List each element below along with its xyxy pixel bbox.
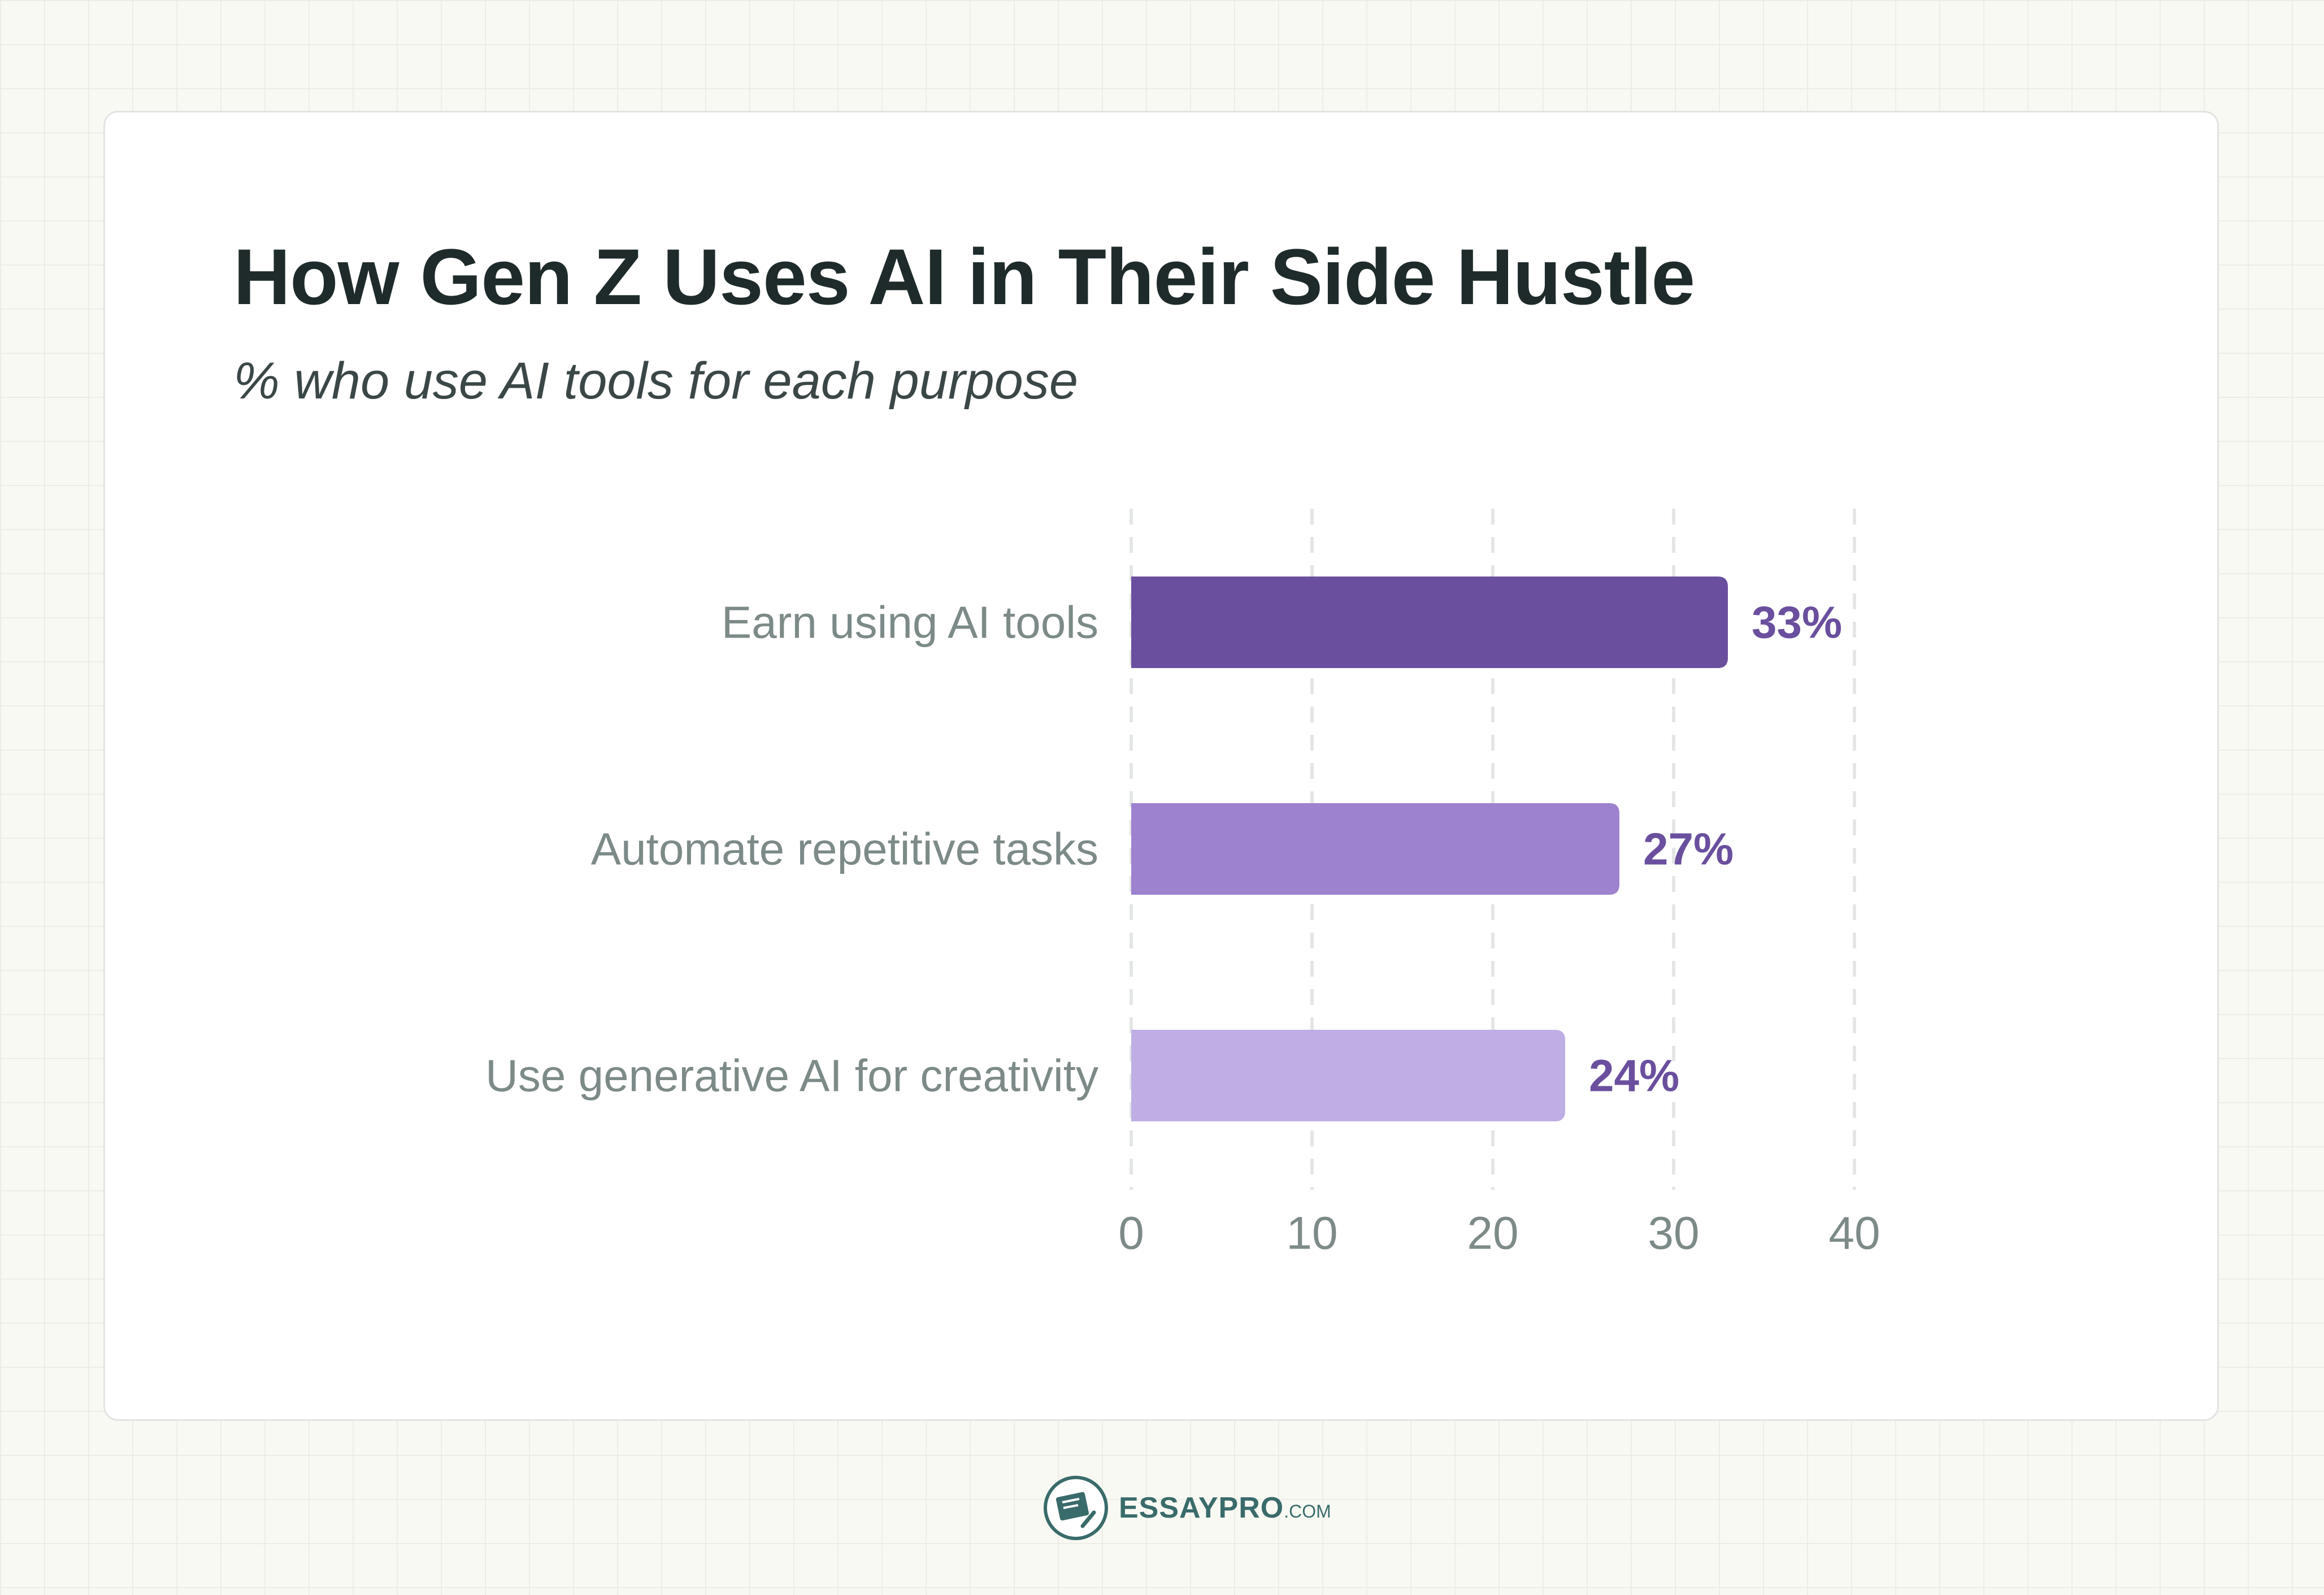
x-tick-label-3: 30: [1648, 1208, 1699, 1259]
chart-subtitle: % who use AI tools for each purpose: [233, 352, 1078, 410]
x-tick-label-0: 0: [1118, 1208, 1144, 1259]
brand-suffix: .COM: [1284, 1501, 1331, 1522]
chart-card: [103, 111, 2219, 1421]
brand-name: ESSAYPRO.COM: [1119, 1492, 1331, 1524]
chart-title: How Gen Z Uses AI in Their Side Hustle: [233, 232, 1695, 321]
value-label-1: 27%: [1643, 824, 1734, 874]
category-label-1: Automate repetitive tasks: [591, 824, 1098, 874]
bar-0: [1131, 577, 1728, 668]
brand-logo: ESSAYPRO.COM: [1043, 1474, 1331, 1542]
x-tick-label-1: 10: [1286, 1208, 1337, 1259]
essaypro-logo-icon: [1044, 1476, 1108, 1540]
category-label-0: Earn using AI tools: [722, 597, 1098, 648]
x-tick-label-4: 40: [1828, 1208, 1880, 1259]
value-label-0: 33%: [1752, 597, 1842, 648]
value-label-2: 24%: [1589, 1051, 1679, 1101]
bar-1: [1131, 803, 1619, 895]
x-tick-label-2: 20: [1467, 1208, 1518, 1259]
category-label-2: Use generative AI for creativity: [485, 1051, 1098, 1101]
bar-2: [1131, 1030, 1565, 1121]
